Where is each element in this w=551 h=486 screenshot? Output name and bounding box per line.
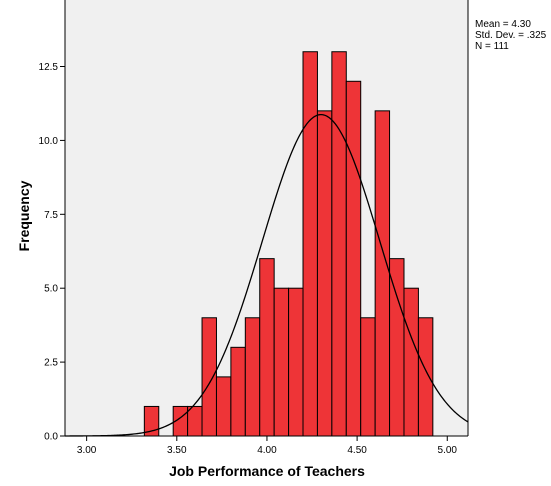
- histogram-bar-6: [230, 346, 246, 437]
- x-tick-label-1: 3.50: [167, 445, 187, 456]
- std-dev-stat: Std. Dev. = .325: [475, 30, 547, 41]
- x-tick-label-0: 3.00: [77, 445, 97, 456]
- histogram-bar-15: [360, 317, 376, 437]
- histogram-bar-11: [302, 51, 318, 437]
- x-tick-label-3: 4.50: [347, 445, 367, 456]
- histogram-bar-4: [201, 317, 217, 437]
- mean-stat: Mean = 4.30: [475, 19, 531, 30]
- histogram-bar-10: [288, 287, 304, 437]
- x-tick-label-2: 4.00: [257, 445, 277, 456]
- histogram-bar-17: [389, 258, 405, 437]
- y-tick-label-5: 12.5: [39, 62, 59, 73]
- histogram-bar-16: [374, 110, 391, 437]
- y-tick-label-0: 0.0: [44, 432, 58, 443]
- normal-curve: [64, 113, 469, 437]
- histogram-bar-7: [244, 317, 261, 437]
- y-tick-label-2: 5.0: [44, 284, 58, 295]
- histogram-bar-13: [331, 51, 347, 437]
- histogram-bar-14: [345, 80, 362, 437]
- histogram-bar-8: [259, 258, 275, 437]
- statistics-box: Mean = 4.30 Std. Dev. = .325 N = 111: [475, 19, 546, 52]
- y-tick-label-3: 7.5: [44, 210, 58, 221]
- axes: 0.0 2.5 5.0 7.5 10.0 12.5 3.00 3.50 4.00 4.50 5.00: [39, 0, 469, 456]
- histogram-bar-5: [215, 376, 232, 437]
- x-axis-label: Job Performance of Teachers: [169, 463, 365, 479]
- x-tick-label-4: 5.00: [438, 445, 458, 456]
- histogram-bar-9: [273, 287, 290, 437]
- y-tick-label-1: 2.5: [44, 358, 58, 369]
- n-stat: N = 111: [475, 41, 509, 52]
- histogram-bar-19: [417, 317, 434, 437]
- y-tick-label-4: 10.0: [39, 136, 59, 147]
- histogram-bar-18: [403, 287, 419, 437]
- histogram-bar-3: [187, 405, 203, 437]
- histogram-bar-12: [316, 110, 333, 437]
- y-axis-label: Frequency: [16, 180, 32, 252]
